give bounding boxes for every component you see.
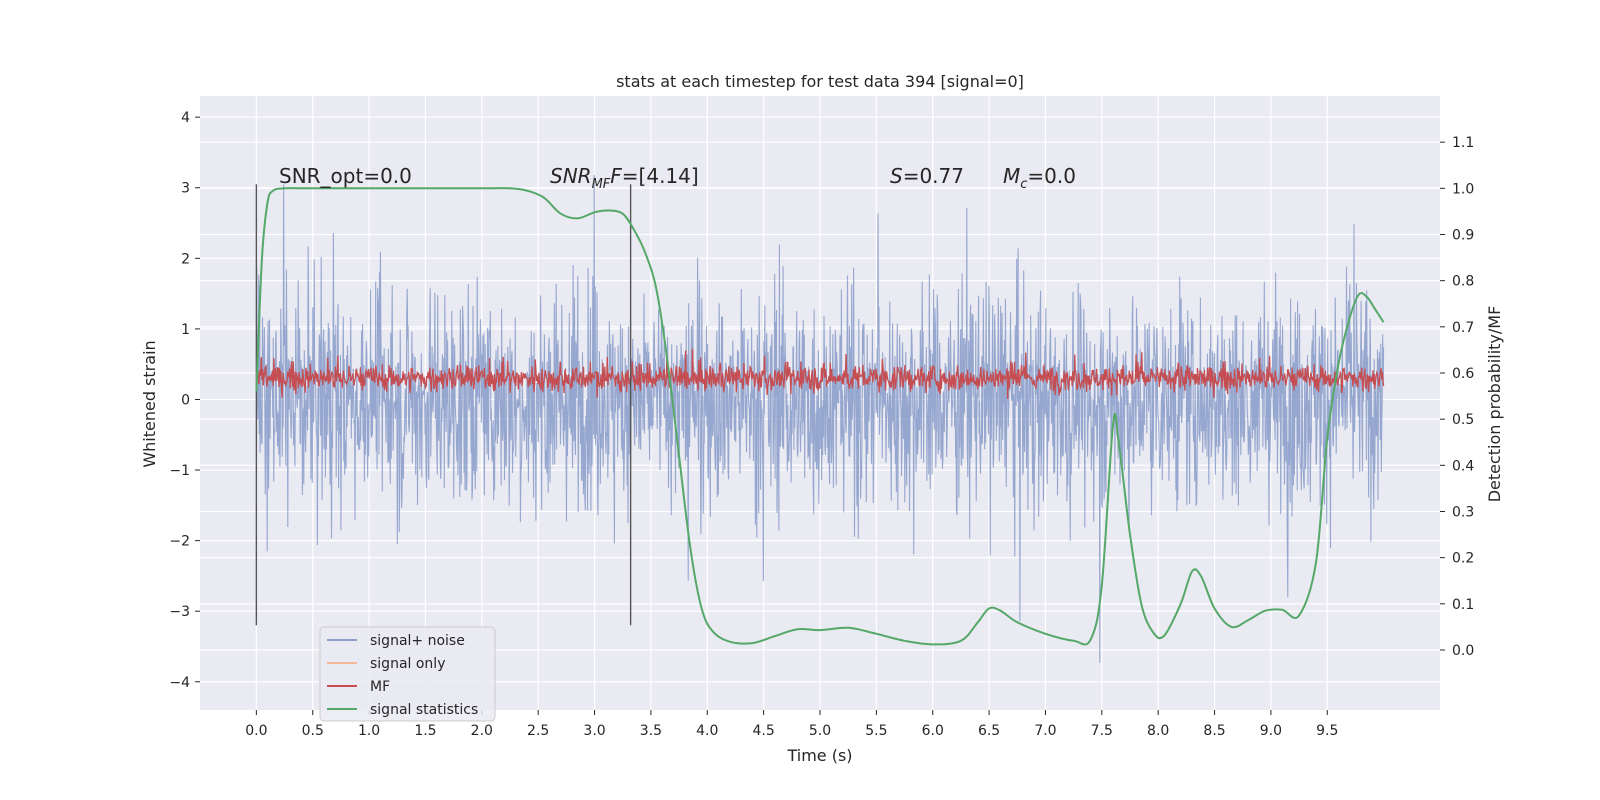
series-signal-noise <box>255 174 1385 663</box>
signal-noise-line <box>255 174 1385 663</box>
y-right-tick-label: 0.4 <box>1452 458 1474 474</box>
x-tick-label: 3.5 <box>640 723 662 739</box>
y-left-tick-label: 2 <box>181 251 190 267</box>
x-tick-label: 8.0 <box>1147 723 1169 739</box>
y-right-tick-label: 0.6 <box>1452 366 1474 382</box>
x-tick-label: 2.0 <box>471 723 493 739</box>
x-tick-label: 8.5 <box>1203 723 1225 739</box>
y-right-tick-label: 0.7 <box>1452 320 1474 336</box>
ticks: 0.0 0.5 1.0 1.5 2.0 2.5 3.0 3.5 4.0 4.5 5.0 5.5 6.0 6… <box>169 110 1474 739</box>
x-tick-label: 6.5 <box>978 723 1000 739</box>
y-right-tick-label: 0.9 <box>1452 227 1474 243</box>
series-signal-statistics <box>255 187 1385 646</box>
y-left-tick-label: −2 <box>169 534 190 550</box>
y-right-tick-label: 0.3 <box>1452 504 1474 520</box>
y-left-tick-label: 4 <box>181 110 190 126</box>
x-tick-label: 7.5 <box>1091 723 1113 739</box>
legend-label-signal-noise: signal+ noise <box>370 633 465 649</box>
annotation-snr-opt: SNR_opt=0.0 <box>279 164 412 188</box>
annotation-snr-mf: SNRMFF=[4.14] <box>550 164 699 192</box>
x-tick-label: 7.0 <box>1034 723 1056 739</box>
y-axis-label-right: Detection probability/MF <box>1485 306 1504 503</box>
y-right-tick-label: 1.1 <box>1452 135 1474 151</box>
x-tick-label: 6.0 <box>922 723 944 739</box>
legend-label-signal-only: signal only <box>370 656 445 672</box>
y-right-tick-label: 1.0 <box>1452 181 1474 197</box>
vertical-markers <box>255 184 632 626</box>
y-axis-label-left: Whitened strain <box>140 340 159 467</box>
x-tick-label: 5.0 <box>809 723 831 739</box>
y-right-tick-label: 0.1 <box>1452 597 1474 613</box>
legend-label-mf: MF <box>370 679 390 695</box>
signal-statistics-line <box>255 187 1385 646</box>
annotation-mc: Mc=0.0 <box>1003 164 1076 192</box>
y-right-tick-label: 0.2 <box>1452 551 1474 567</box>
x-tick-label: 1.5 <box>414 723 436 739</box>
y-left-tick-label: 0 <box>181 392 190 408</box>
chart-title: stats at each timestep for test data 394… <box>616 72 1024 91</box>
y-left-tick-label: 1 <box>181 322 190 338</box>
mf-line <box>255 348 1385 399</box>
series-mf <box>255 348 1385 399</box>
legend: signal+ noise signal only MF signal stat… <box>319 626 496 722</box>
x-tick-label: 9.5 <box>1316 723 1338 739</box>
x-tick-label: 5.5 <box>865 723 887 739</box>
legend-box <box>319 626 496 722</box>
y-right-tick-label: 0.0 <box>1452 643 1474 659</box>
y-left-tick-label: −3 <box>169 604 190 620</box>
y-left-tick-label: −1 <box>169 463 190 479</box>
x-tick-label: 4.0 <box>696 723 718 739</box>
x-tick-label: 0.5 <box>302 723 324 739</box>
x-tick-label: 0.0 <box>245 723 267 739</box>
x-axis-label: Time (s) <box>786 746 852 765</box>
legend-label-signal-statistics: signal statistics <box>370 702 478 718</box>
y-right-tick-label: 0.5 <box>1452 412 1474 428</box>
x-tick-label: 2.5 <box>527 723 549 739</box>
y-right-tick-label: 0.8 <box>1452 274 1474 290</box>
x-tick-label: 1.0 <box>358 723 380 739</box>
y-left-tick-label: 3 <box>181 181 190 197</box>
x-tick-label: 4.5 <box>753 723 775 739</box>
annotation-s: S=0.77 <box>890 164 964 188</box>
x-tick-label: 3.0 <box>583 723 605 739</box>
y-left-tick-label: −4 <box>169 675 190 691</box>
x-tick-label: 9.0 <box>1260 723 1282 739</box>
